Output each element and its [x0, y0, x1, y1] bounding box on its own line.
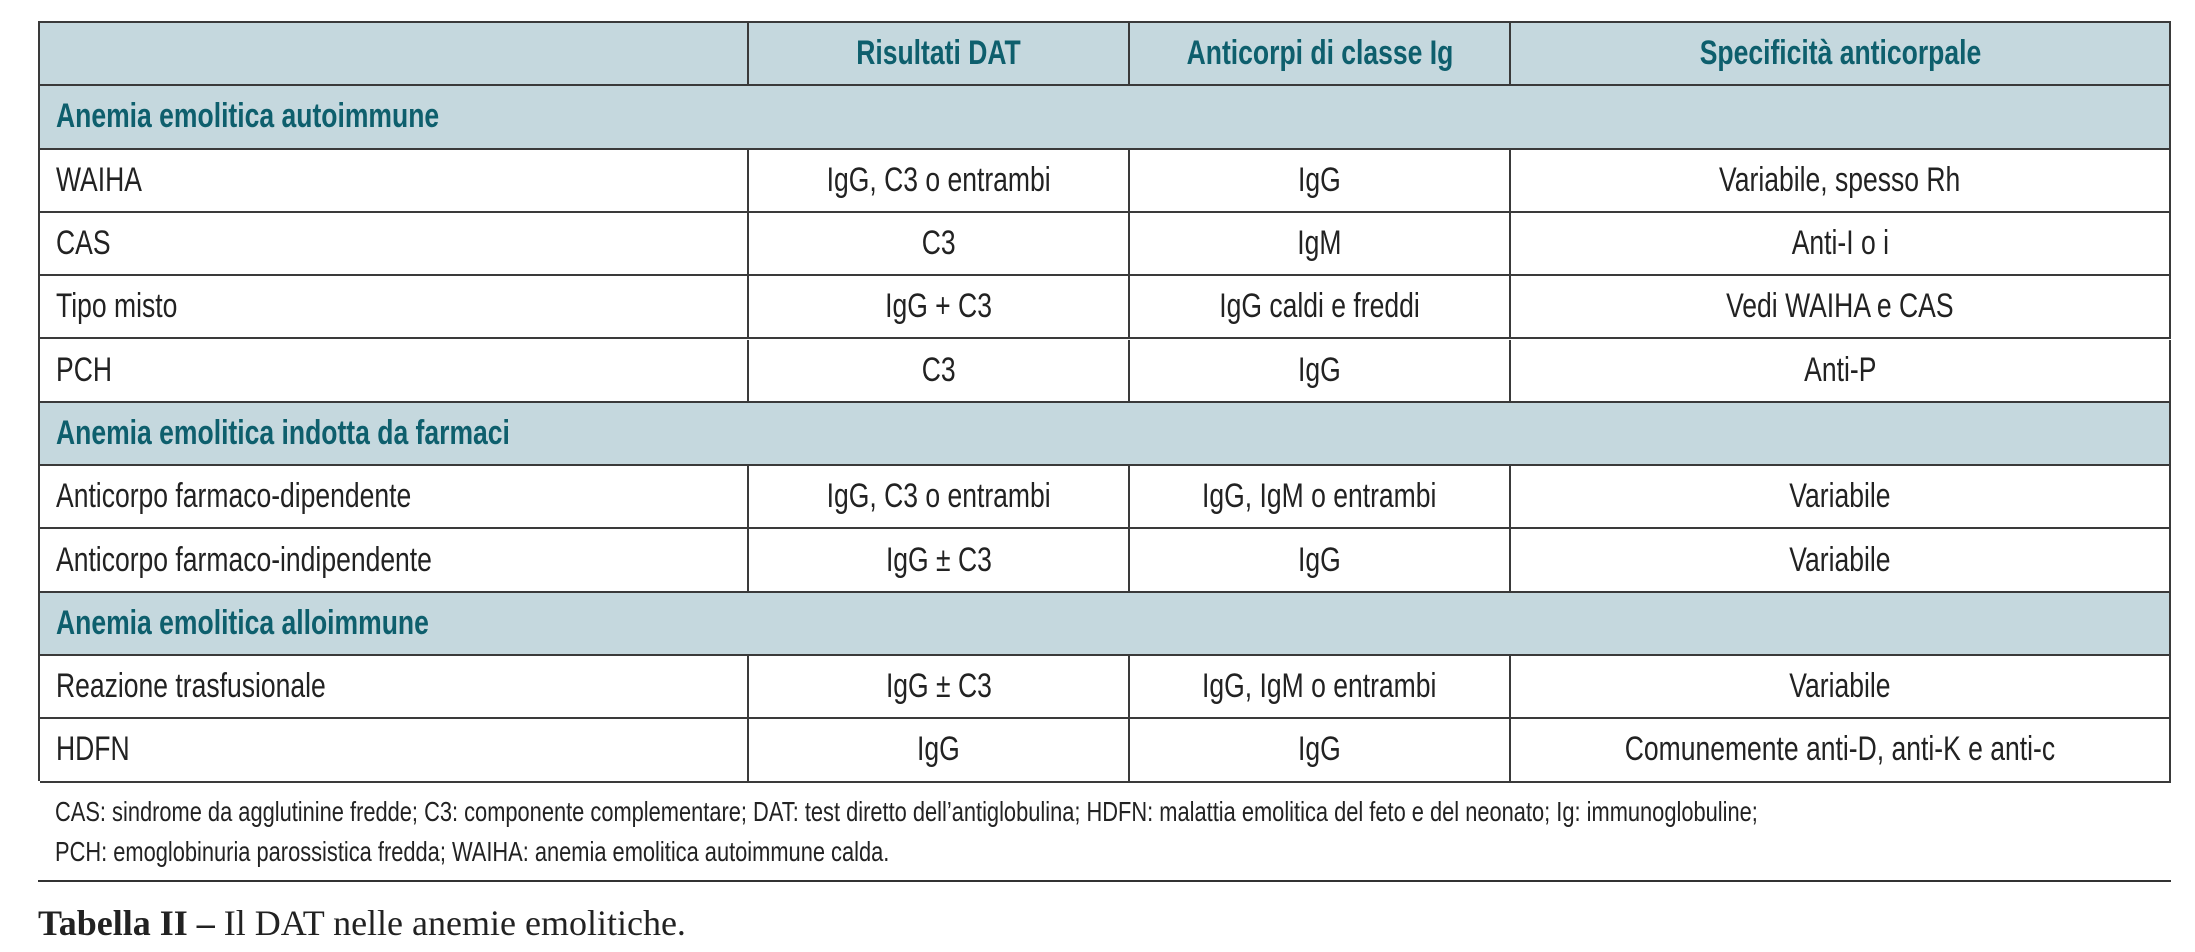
- body-cell: WAIHA: [40, 149, 749, 213]
- cell-text: Anemia emolitica alloimmune: [56, 603, 429, 642]
- body-cell: HDFN: [40, 719, 749, 783]
- body-cell: Vedi WAIHA e CAS: [1511, 276, 2171, 340]
- body-cell: Reazione trasfusionale: [40, 656, 749, 720]
- header-cell: Specificità anticorpale: [1511, 23, 2171, 87]
- body-cell: IgG: [749, 719, 1130, 783]
- caption-label: Tabella II –: [38, 903, 215, 943]
- cell-text: HDFN: [56, 730, 130, 769]
- cell-text: Anticorpi di classe Ig: [1186, 34, 1453, 73]
- cell-text: IgG: [1298, 540, 1341, 579]
- cell-text: Specificità anticorpale: [1699, 34, 1981, 73]
- cell-text: CAS: [56, 224, 111, 263]
- body-cell: Anti-P: [1511, 339, 2171, 403]
- body-cell: IgG, IgM o entrambi: [1130, 466, 1511, 530]
- cell-text: IgG, IgM o entrambi: [1202, 477, 1437, 516]
- body-cell: Variabile: [1511, 529, 2171, 593]
- footnote-line: PCH: emoglobinuria parossistica fredda; …: [55, 836, 890, 867]
- body-cell: IgG: [1130, 719, 1511, 783]
- body-cell: IgG: [1130, 149, 1511, 213]
- body-cell: IgG: [1130, 339, 1511, 403]
- cell-text: Risultati DAT: [856, 34, 1021, 73]
- body-cell: C3: [749, 212, 1130, 277]
- cell-text: Anemia emolitica indotta da farmaci: [56, 413, 510, 452]
- cell-text: Anticorpo farmaco-dipendente: [56, 477, 412, 516]
- cell-text: IgG ± C3: [885, 540, 992, 579]
- cell-text: Variabile: [1789, 477, 1891, 516]
- cell-text: IgG, C3 o entrambi: [826, 477, 1051, 516]
- table: Risultati DAT Anticorpi di classe Ig Speci…: [38, 21, 2171, 783]
- cell-text: Reazione trasfusionale: [56, 667, 326, 706]
- cell-text: PCH: [56, 350, 113, 389]
- cell-text: IgG: [1298, 730, 1341, 769]
- section-row: Anemia emolitica autoimmune: [40, 86, 2171, 150]
- header-cell: [40, 23, 749, 87]
- cell-text: IgG, C3 o entrambi: [826, 160, 1051, 199]
- body-cell: Tipo misto: [40, 276, 749, 340]
- body-cell: Anti-I o i: [1511, 212, 2171, 277]
- cell-text: Anti-I o i: [1791, 224, 1889, 263]
- caption-text: Il DAT nelle anemie emolitiche.: [223, 903, 686, 943]
- cell-text: IgG: [1298, 350, 1341, 389]
- caption: Tabella II – Il DAT nelle anemie emoliti…: [38, 902, 686, 944]
- cell-text: Variabile: [1789, 540, 1891, 579]
- footnote-line: CAS: sindrome da agglutinine fredde; C3:…: [55, 796, 1758, 827]
- cell-text: Variabile, spesso Rh: [1719, 160, 1961, 199]
- cell-text: Comunemente anti-D, anti-K e anti-c: [1624, 730, 2056, 769]
- body-cell: IgG: [1130, 529, 1511, 593]
- body-cell: CAS: [40, 212, 749, 277]
- cell-text: Anti-P: [1803, 350, 1877, 389]
- body-cell: IgG, C3 o entrambi: [749, 466, 1130, 530]
- body-cell: Variabile: [1511, 656, 2171, 720]
- body-cell: IgG caldi e freddi: [1130, 276, 1511, 340]
- cell-text: IgG: [1298, 160, 1341, 199]
- body-cell: Anticorpo farmaco-indipendente: [40, 529, 749, 593]
- cell-text: IgM: [1297, 224, 1342, 263]
- cell-text: Tipo misto: [56, 287, 178, 326]
- cell-text: Anemia emolitica autoimmune: [56, 97, 440, 136]
- body-cell: IgG, IgM o entrambi: [1130, 656, 1511, 720]
- section-row: Anemia emolitica alloimmune: [40, 592, 2171, 656]
- body-cell: IgG + C3: [749, 276, 1130, 340]
- cell-text: WAIHA: [56, 160, 142, 199]
- section-row: Anemia emolitica indotta da farmaci: [40, 402, 2171, 467]
- body-cell: Comunemente anti-D, anti-K e anti-c: [1511, 719, 2171, 783]
- body-cell: PCH: [40, 339, 749, 403]
- rule: [38, 880, 2171, 882]
- body-cell: IgG ± C3: [749, 656, 1130, 720]
- cell-text: IgG caldi e freddi: [1219, 287, 1420, 326]
- cell-text: IgG ± C3: [885, 667, 992, 706]
- cell-text: Anticorpo farmaco-indipendente: [56, 540, 432, 579]
- cell-text: IgG + C3: [885, 287, 992, 326]
- body-cell: Variabile: [1511, 466, 2171, 530]
- cell-text: C3: [921, 350, 956, 389]
- cell-text: C3: [921, 224, 956, 263]
- body-cell: Anticorpo farmaco-dipendente: [40, 466, 749, 530]
- cell-text: IgG: [917, 730, 960, 769]
- body-cell: Variabile, spesso Rh: [1511, 149, 2171, 213]
- body-cell: IgG ± C3: [749, 529, 1130, 593]
- cell-text: Variabile: [1789, 667, 1891, 706]
- body-cell: C3: [749, 339, 1130, 403]
- cell-text: Vedi WAIHA e CAS: [1726, 287, 1954, 326]
- cell-text: IgG, IgM o entrambi: [1202, 667, 1437, 706]
- header-cell: Risultati DAT: [749, 23, 1130, 87]
- body-cell: IgM: [1130, 212, 1511, 277]
- body-cell: IgG, C3 o entrambi: [749, 149, 1130, 213]
- header-cell: Anticorpi di classe Ig: [1130, 23, 1511, 87]
